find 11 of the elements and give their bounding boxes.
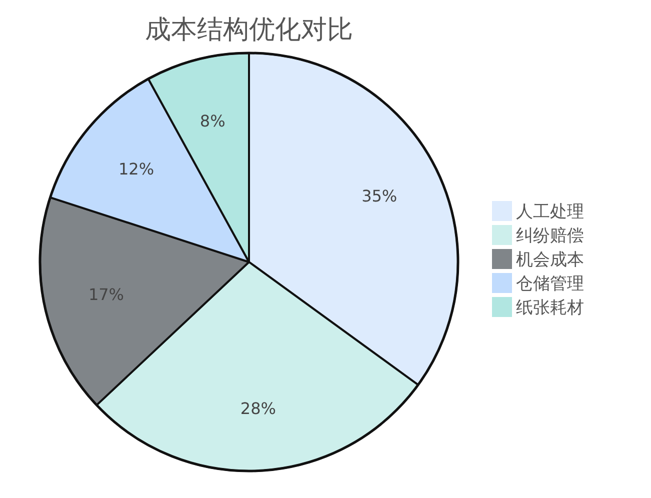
data-label: 35% xyxy=(362,186,398,206)
legend-label: 纸张耗材 xyxy=(516,298,584,318)
legend-label: 仓储管理 xyxy=(516,274,584,294)
legend-label: 机会成本 xyxy=(516,250,584,270)
data-label: 12% xyxy=(118,160,154,179)
legend-label: 人工处理 xyxy=(516,202,584,222)
chart-title: 成本结构优化对比 xyxy=(145,15,353,45)
data-label: 17% xyxy=(88,284,124,304)
data-label: 8% xyxy=(200,111,226,130)
legend-label: 纠纷赔偿 xyxy=(516,226,584,246)
data-label: 28% xyxy=(240,399,276,418)
